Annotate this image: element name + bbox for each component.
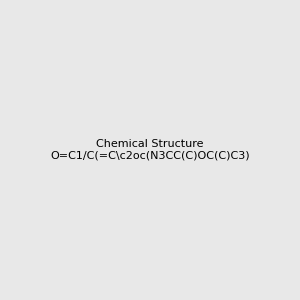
Text: Chemical Structure
O=C1/C(=C\c2oc(N3CC(C)OC(C)C3): Chemical Structure O=C1/C(=C\c2oc(N3CC(C… bbox=[50, 139, 250, 161]
